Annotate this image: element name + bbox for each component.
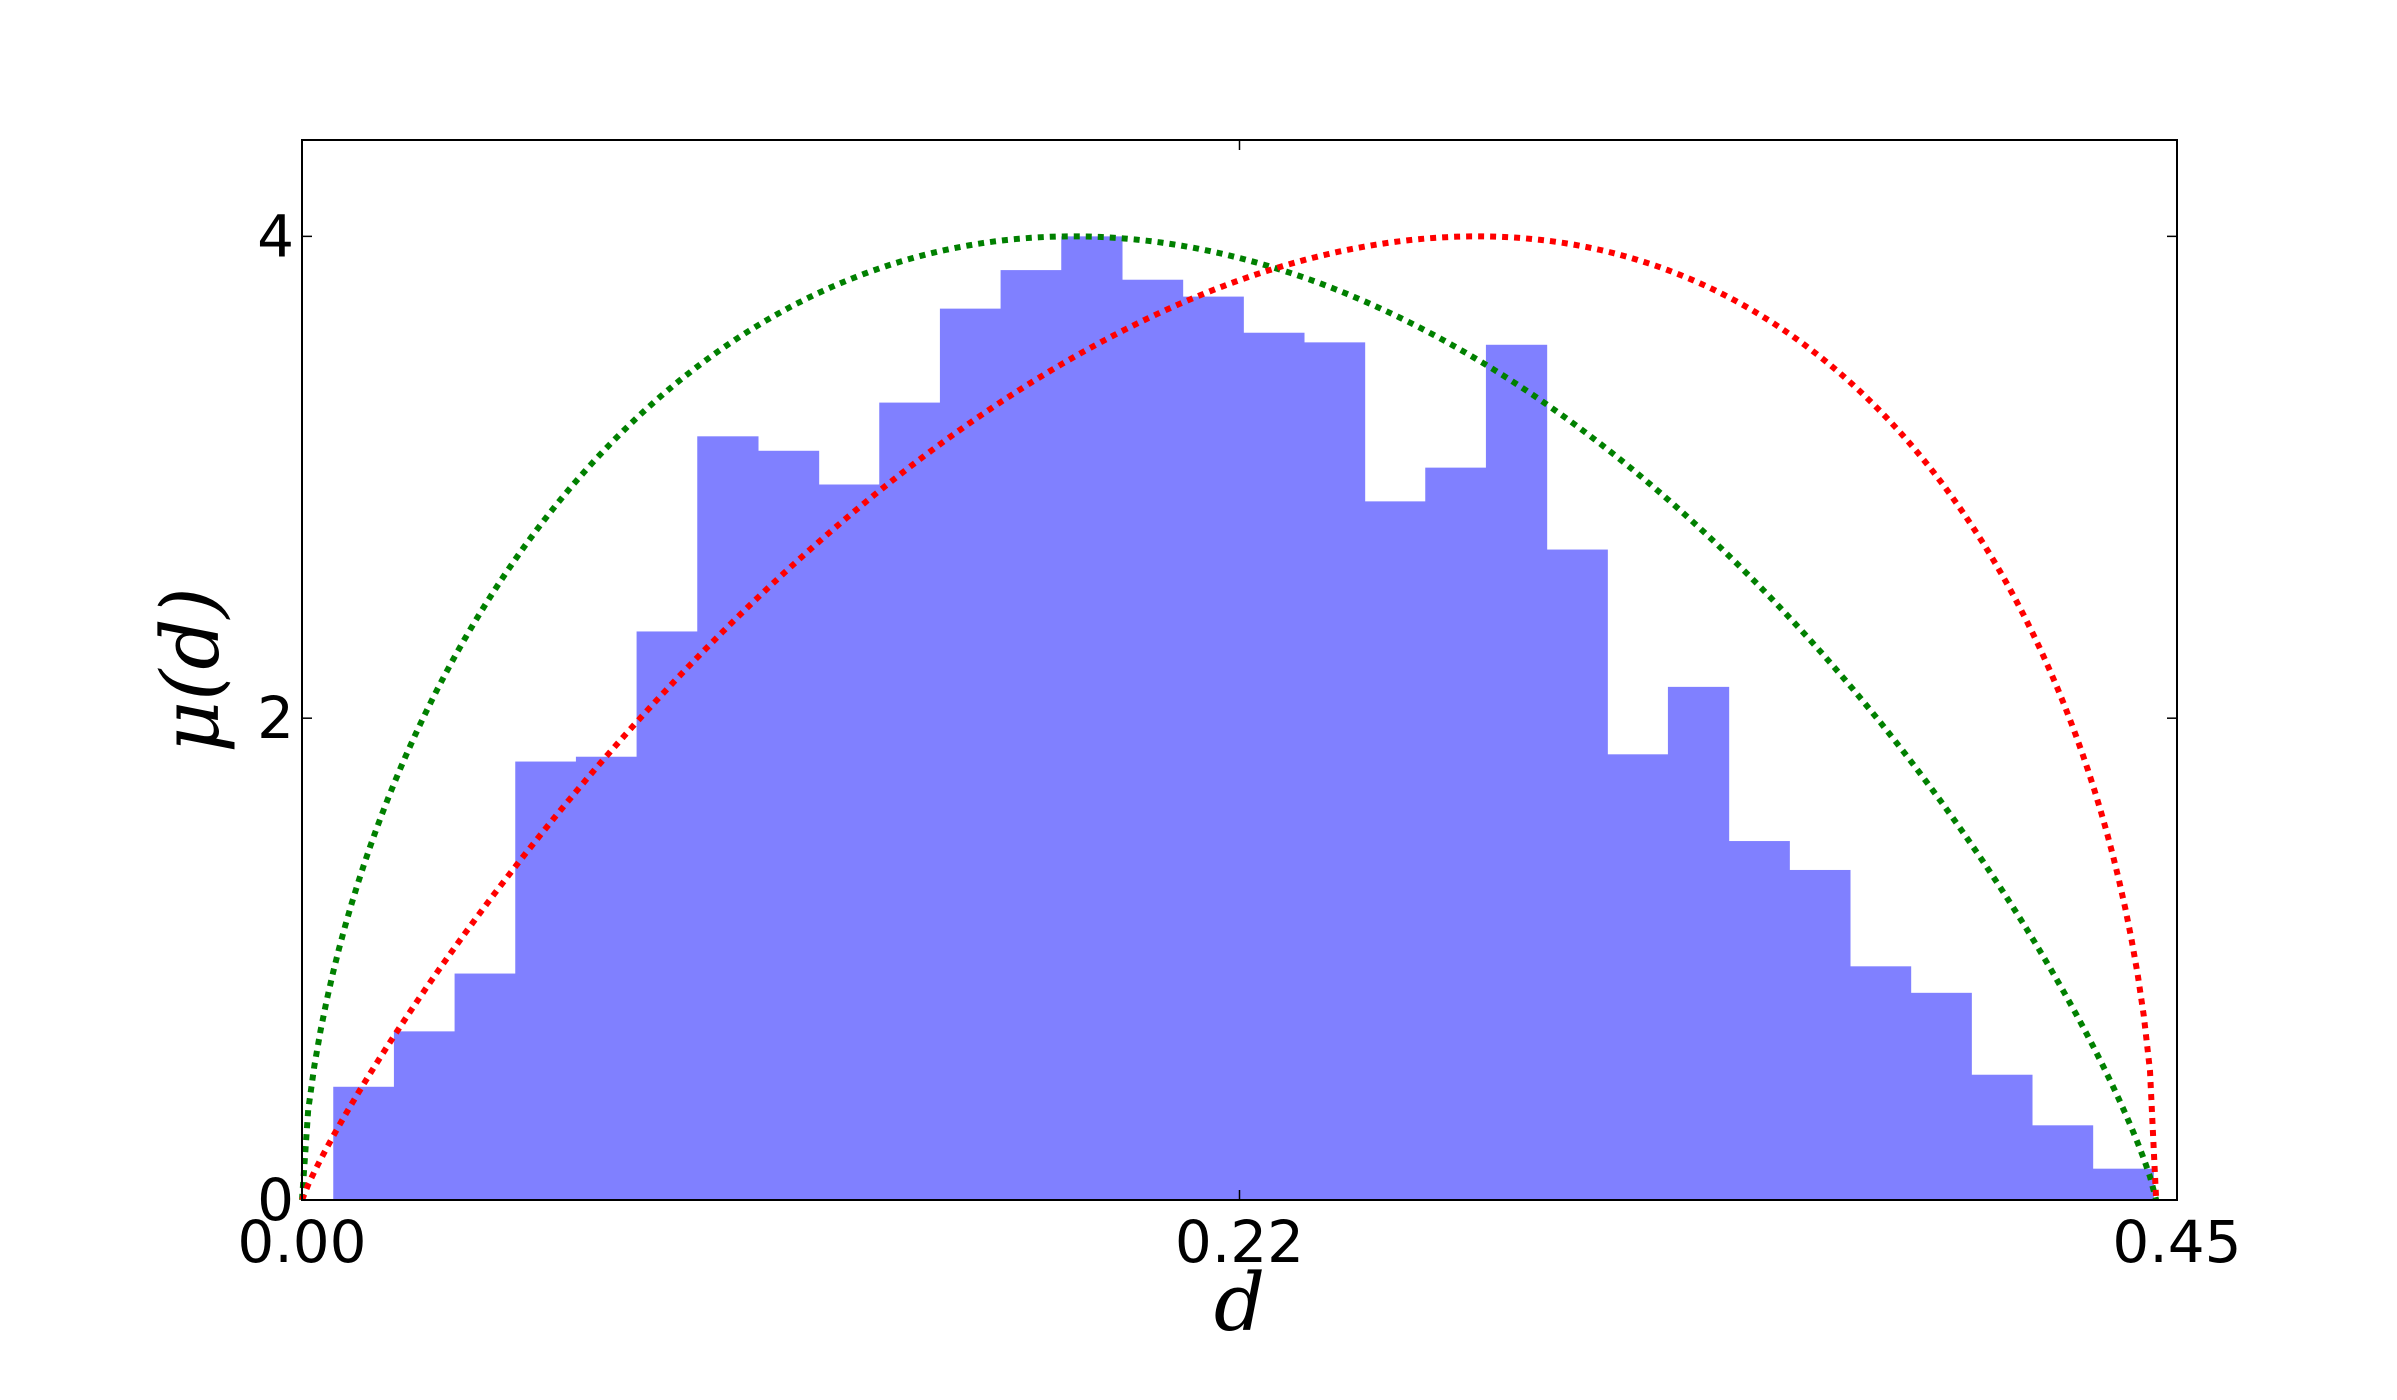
histogram-bar [1364, 501, 1426, 1200]
tick-labels: 0.00 0.22 0.45 0 2 4 [237, 202, 2241, 1276]
histogram-bar [1667, 686, 1730, 1200]
fit-curves [299, 233, 2160, 1202]
y-tick-label: 2 [257, 684, 294, 752]
histogram-bar [757, 450, 820, 1201]
histogram-bar [939, 308, 1002, 1200]
histogram-bar [2092, 1168, 2154, 1200]
histogram-bar [1061, 236, 1123, 1200]
histogram-bar [1485, 344, 1548, 1201]
histogram-bar [1182, 296, 1244, 1200]
x-tick-label: 0.45 [2112, 1208, 2241, 1276]
green-dotted-curve [299, 233, 2160, 1201]
histogram-bar [575, 756, 638, 1200]
y-tick-label: 0 [257, 1166, 294, 1234]
histogram-bar [333, 1086, 395, 1200]
histogram-bar [393, 1031, 456, 1200]
histogram-bar [1303, 342, 1366, 1200]
x-axis-label: d [1214, 1256, 1265, 1349]
histogram-bar [697, 436, 759, 1200]
histogram-bar [1849, 966, 1912, 1200]
histogram-bar [1243, 332, 1305, 1200]
histogram-bar [2031, 1125, 2094, 1200]
histogram-bar [1546, 549, 1608, 1200]
histogram-bar [1971, 1074, 2033, 1200]
histogram-bars [333, 236, 2154, 1201]
histogram-bar [1910, 992, 1972, 1200]
histogram-bar [818, 484, 880, 1200]
histogram-bar [636, 631, 698, 1200]
x-tick-label: 0.22 [1175, 1208, 1304, 1276]
histogram-bar [1789, 869, 1851, 1200]
y-axis-label: μ(d) [144, 587, 237, 753]
x-tick-label: 0.00 [237, 1208, 366, 1276]
axis-ticks [301, 140, 2178, 1201]
y-tick-label: 4 [257, 202, 294, 270]
histogram-bar [1121, 279, 1184, 1200]
histogram-bar [1000, 270, 1062, 1200]
histogram-bar [1607, 754, 1669, 1200]
histogram-bar [515, 761, 577, 1200]
histogram-bar [879, 402, 941, 1200]
histogram-bar [1728, 841, 1790, 1200]
histogram-bar [454, 973, 516, 1200]
histogram-bar [1425, 467, 1487, 1200]
